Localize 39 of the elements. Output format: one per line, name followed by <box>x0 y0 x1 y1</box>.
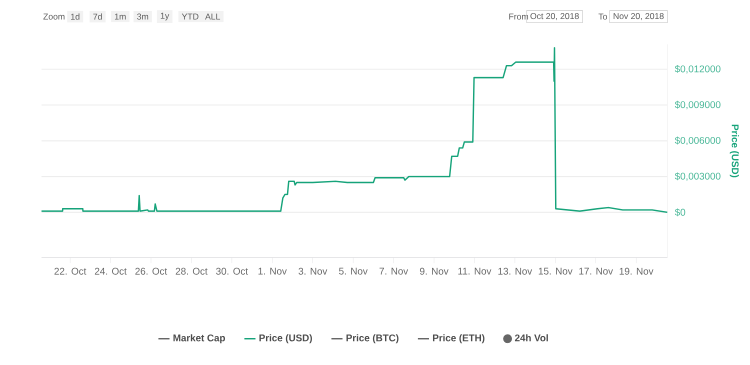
legend-label: Price (USD) <box>259 334 312 344</box>
y-tick-label: $0,009000 <box>674 100 720 110</box>
x-tick-label: 3. Nov <box>298 268 328 275</box>
x-tick-label: 22. Oct <box>54 268 86 275</box>
line-series <box>42 47 668 214</box>
text: YTD <box>182 14 198 20</box>
text: Oct 20, 2018 <box>530 13 579 20</box>
x-tick-label: 28. Oct <box>176 268 208 275</box>
y-tick-label: $0,003000 <box>674 172 720 181</box>
legend-label: Price (ETH) <box>432 334 484 344</box>
x-tick-label: 19. Nov <box>620 268 654 275</box>
x-tick-label: 13. Nov <box>498 268 532 275</box>
text: 1y <box>160 12 170 20</box>
text: 7d <box>93 13 102 20</box>
x-tick-label: 5. Nov <box>339 268 368 275</box>
x-tick-label: 26. Oct <box>135 268 168 275</box>
legend-label: 24h Vol <box>514 334 548 342</box>
text: 1d <box>71 13 80 20</box>
text: 3m <box>137 14 148 20</box>
legend-label: Price (BTC) <box>346 334 398 344</box>
y-tick-label: $0 <box>674 208 686 216</box>
x-tick-label: 7. Nov <box>380 268 408 275</box>
x-tick-label: 15. Nov <box>538 268 573 275</box>
x-tick-label: 17. Nov <box>579 268 613 275</box>
x-tick-label: 11. Nov <box>458 268 492 275</box>
text: ALL <box>205 14 220 20</box>
text: 1m <box>114 14 126 20</box>
x-tick-label: 9. Nov <box>420 268 449 275</box>
x-tick-label: 1. Nov <box>258 268 287 275</box>
x-tick-label: 30. Oct <box>216 268 248 275</box>
y-tick-label: $0,012000 <box>674 65 720 74</box>
y-tick-label: $0,006000 <box>674 136 720 146</box>
text: Zoom <box>43 14 64 20</box>
y-axis-title: Price (USD) <box>730 124 739 178</box>
text: From <box>509 14 528 20</box>
text: To <box>598 14 608 20</box>
text: Nov 20, 2018 <box>614 13 664 20</box>
x-tick-label: 24. Oct <box>94 268 127 275</box>
legend-label: Market Cap <box>173 334 226 344</box>
